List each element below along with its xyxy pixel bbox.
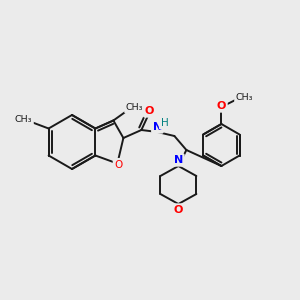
Text: O: O (217, 101, 226, 111)
Text: O: O (145, 106, 154, 116)
Text: O: O (174, 205, 183, 215)
Text: CH₃: CH₃ (15, 115, 32, 124)
Text: N: N (174, 155, 183, 165)
Text: H: H (160, 118, 168, 128)
Text: N: N (153, 122, 162, 132)
Text: O: O (114, 160, 122, 170)
Text: CH₃: CH₃ (236, 94, 253, 103)
Text: CH₃: CH₃ (126, 103, 143, 112)
